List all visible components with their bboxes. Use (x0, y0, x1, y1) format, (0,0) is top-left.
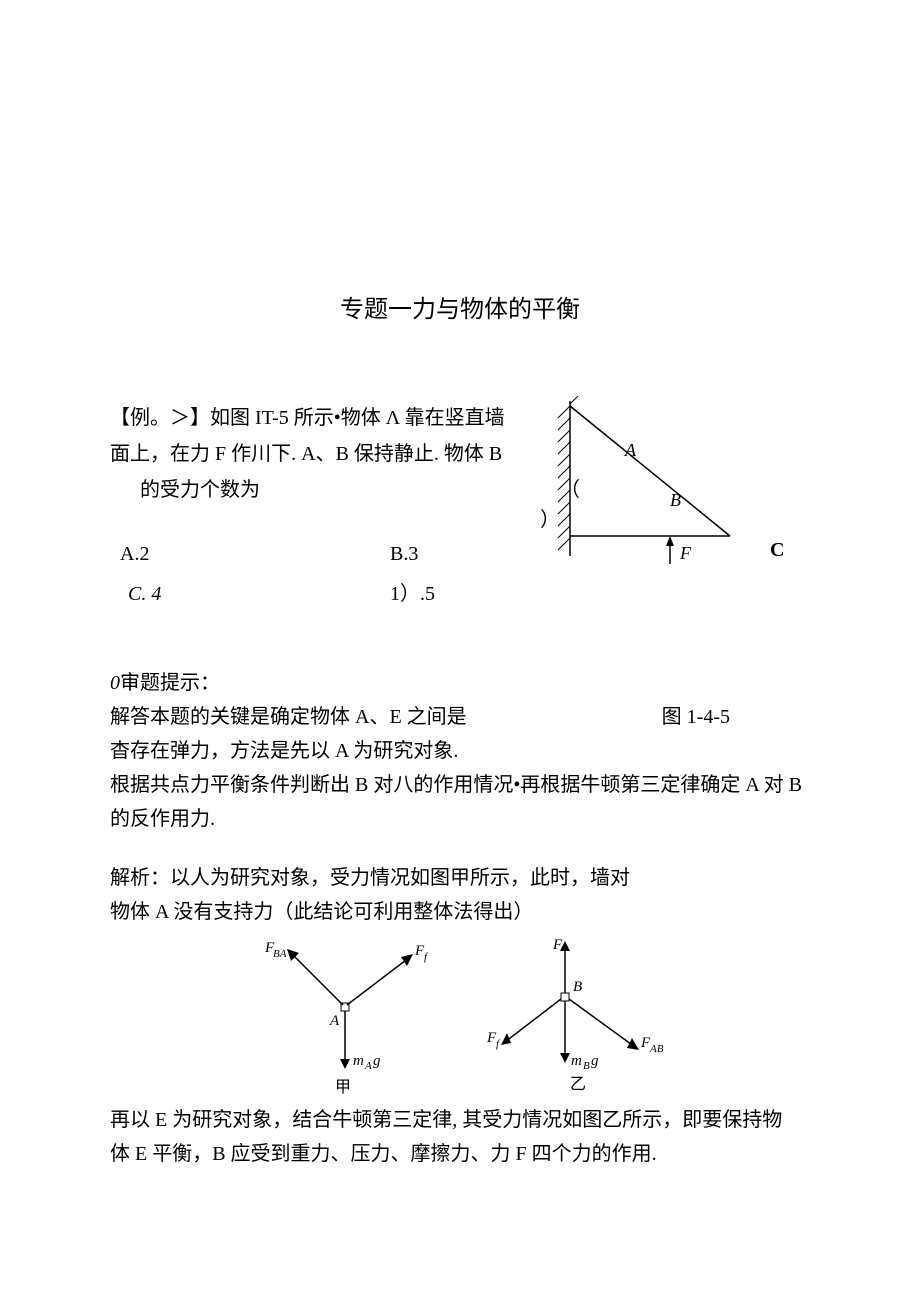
option-c: C. 4 (110, 577, 390, 611)
conclusion-line-1: 再以 E 为研究对象，结合牛顿第三定律, 其受力情况如图乙所示，即要保持物 (110, 1103, 810, 1137)
analysis-section: 解析：以人为研究对象，受力情况如图甲所示，此时，墙对 物体 A 没有支持力（此结… (110, 861, 810, 1171)
option-d: 1）.5 (390, 577, 540, 611)
svg-text:B: B (573, 979, 582, 995)
svg-text:C: C (770, 539, 784, 561)
hint-line-2-text: 解答本题的关键是确定物体 A、E 之间是 (110, 706, 467, 728)
svg-text:AB: AB (649, 1043, 664, 1055)
svg-text:甲: 甲 (335, 1079, 351, 1096)
problem-line-3-text: 的受力个数为 (140, 479, 260, 501)
hint-label-num: 0 (110, 672, 120, 694)
svg-text:m: m (353, 1053, 364, 1069)
problem-text: 【例。＞】如图 IT-5 所示•物体 Λ 靠在竖直墙 面上，在力 F 作川下. … (110, 401, 530, 507)
svg-text:乙: 乙 (570, 1076, 586, 1093)
figure-label: 图 1-4-5 (662, 700, 730, 734)
svg-text:BA: BA (273, 948, 287, 960)
svg-text:m: m (571, 1053, 582, 1069)
page-title: 专题一力与物体的平衡 (110, 290, 810, 331)
svg-text:f: f (496, 1038, 501, 1050)
hint-section: 0审题提示： 解答本题的关键是确定物体 A、E 之间是 图 1-4-5 杳存在弹… (110, 666, 810, 836)
option-b: B.3 (390, 537, 540, 571)
analysis-line-2: 物体 A 没有支持力（此结论可利用整体法得出） (110, 895, 810, 929)
svg-text:B: B (583, 1060, 590, 1072)
svg-text:A: A (624, 440, 637, 460)
svg-text:F: F (552, 937, 563, 953)
option-row-2: C. 4 1）.5 (110, 577, 810, 611)
svg-text:g: g (373, 1053, 381, 1069)
hint-line-4: 根据共点力平衡条件判断出 B 对八的作用情况•再根据牛顿第三定律确定 A 对 B… (110, 768, 810, 836)
problem-line-2: 面上，在力 F 作川下. A、B 保持静止. 物体 B (110, 437, 530, 471)
svg-text:g: g (591, 1053, 599, 1069)
svg-text:A: A (364, 1060, 372, 1072)
problem-diagram: A B F C (550, 396, 810, 566)
svg-text:A: A (329, 1013, 340, 1029)
problem-section: 【例。＞】如图 IT-5 所示•物体 Λ 靠在竖直墙 面上，在力 F 作川下. … (110, 401, 810, 611)
hint-line-2: 解答本题的关键是确定物体 A、E 之间是 图 1-4-5 (110, 700, 810, 734)
hint-label-text: 审题提示： (120, 672, 220, 694)
svg-text:F: F (679, 543, 692, 563)
analysis-line-1: 解析：以人为研究对象，受力情况如图甲所示，此时，墙对 (110, 861, 810, 895)
hint-line-1: 0审题提示： (110, 666, 810, 700)
conclusion-line-2: 体 E 平衡，B 应受到重力、压力、摩擦力、力 F 四个力的作用. (110, 1137, 810, 1171)
problem-line-3: 的受力个数为 （ ） (110, 473, 530, 507)
force-diagram: F BA F f m A g A 甲 F (235, 937, 685, 1097)
problem-line-1: 【例。＞】如图 IT-5 所示•物体 Λ 靠在竖直墙 (110, 401, 530, 435)
svg-text:B: B (670, 490, 681, 510)
option-a: A.2 (110, 537, 390, 571)
hint-line-3: 杳存在弹力，方法是先以 A 为研究对象. (110, 734, 810, 768)
svg-text:f: f (424, 951, 429, 963)
